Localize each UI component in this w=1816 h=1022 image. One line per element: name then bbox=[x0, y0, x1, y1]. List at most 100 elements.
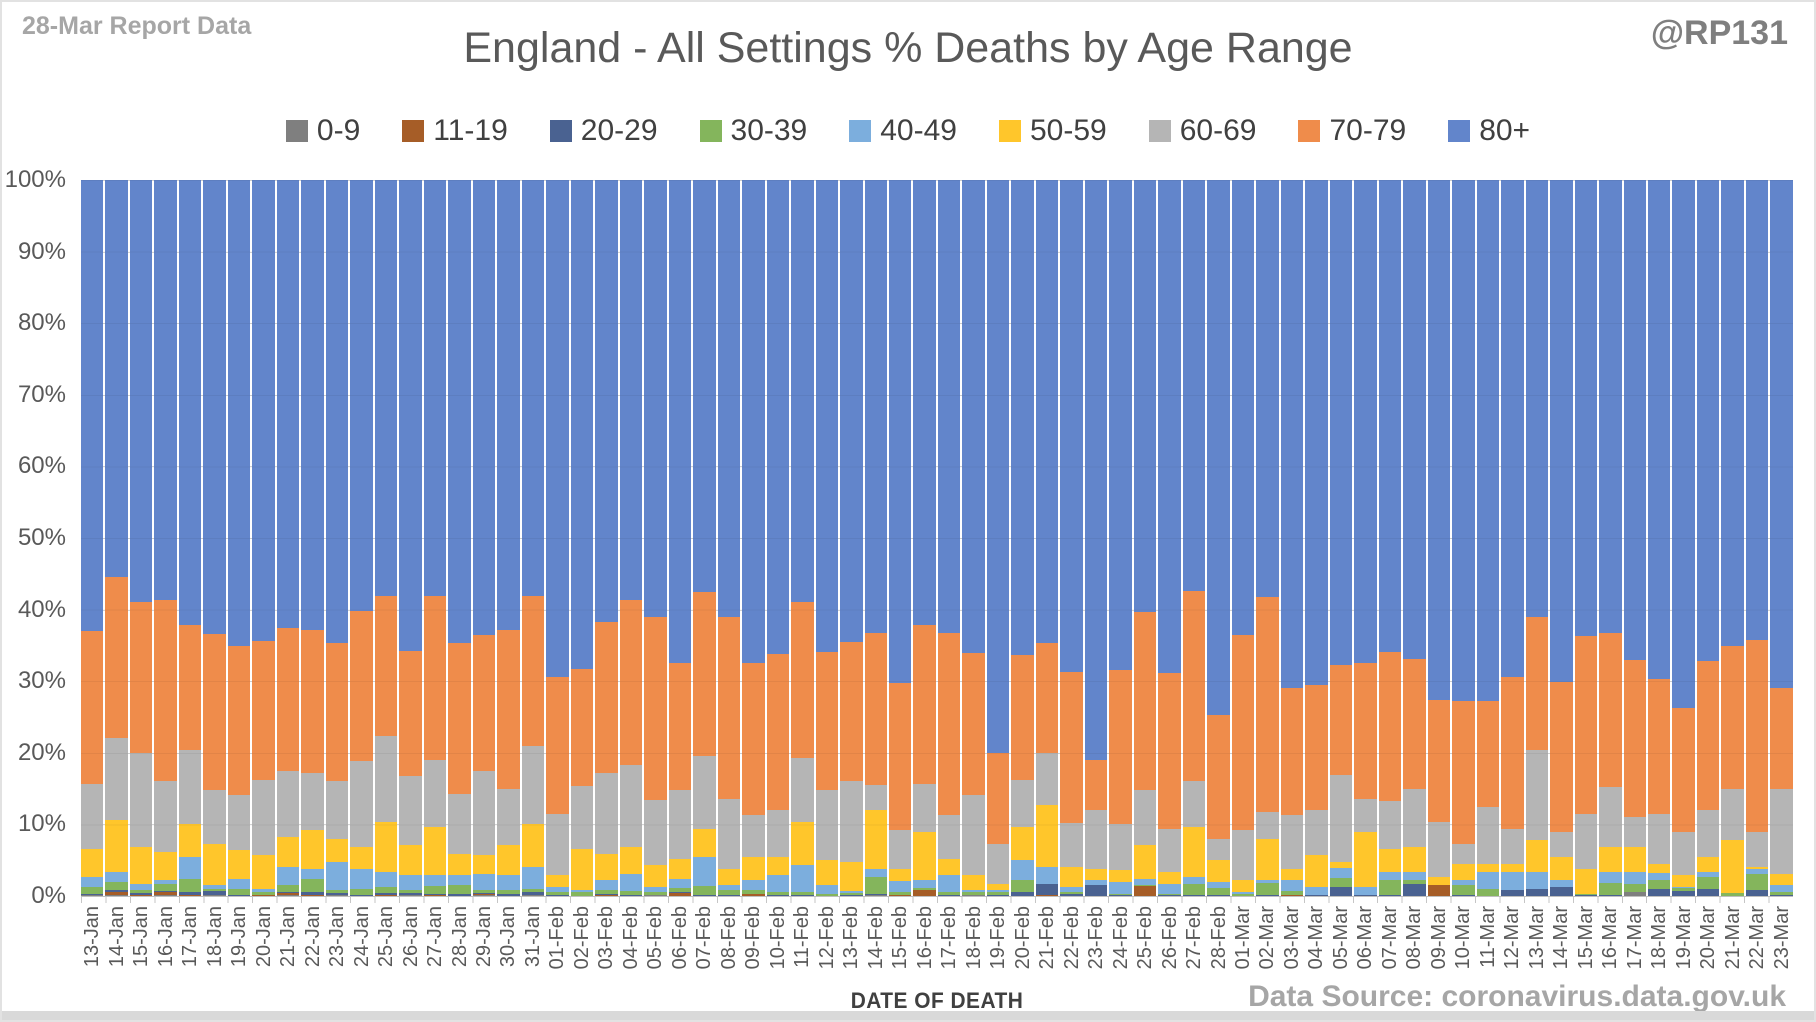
bar-segment-50-59 bbox=[227, 850, 251, 879]
legend-item-0-9: 0-9 bbox=[285, 114, 361, 148]
bar-segment-11-19 bbox=[1280, 895, 1304, 896]
bar-13-Feb bbox=[840, 180, 863, 896]
bar-segment-0-9 bbox=[276, 894, 300, 896]
bar-19-Feb bbox=[986, 180, 1010, 896]
x-tick-label-05-Feb: 05-Feb bbox=[644, 906, 666, 969]
x-tick-label-text: 15-Mar bbox=[1574, 906, 1597, 970]
bar-19-Mar bbox=[1672, 180, 1695, 896]
bar-segment-70-79 bbox=[1501, 676, 1524, 829]
bar-segment-50-59 bbox=[1109, 870, 1132, 882]
bar-segment-80+ bbox=[791, 180, 814, 603]
x-tick-label-text: 27-Jan bbox=[424, 906, 447, 968]
bar-07-Mar bbox=[1378, 180, 1402, 896]
bar-segment-40-49 bbox=[1109, 881, 1132, 894]
x-tick-label-text: 05-Mar bbox=[1329, 906, 1352, 970]
x-tick-label-09-Feb: 09-Feb bbox=[742, 906, 764, 969]
x-tick-label-text: 09-Feb bbox=[742, 906, 765, 970]
bar-segment-20-29 bbox=[864, 893, 887, 896]
x-tick-label-text: 10-Feb bbox=[766, 906, 789, 970]
bar-segment-80+ bbox=[81, 180, 104, 632]
x-tick-label-31-Jan: 31-Jan bbox=[522, 906, 544, 969]
bar-segment-20-29 bbox=[791, 894, 814, 896]
legend-label: 20-29 bbox=[580, 114, 658, 147]
bar-segment-70-79 bbox=[668, 662, 692, 791]
bar-segment-40-49 bbox=[1476, 872, 1500, 889]
bar-segment-30-39 bbox=[105, 881, 128, 891]
legend-label: 40-49 bbox=[880, 114, 957, 147]
x-tick-label-16-Mar: 16-Mar bbox=[1599, 906, 1621, 969]
bar-segment-50-59 bbox=[595, 853, 618, 880]
bar-segment-50-59 bbox=[815, 860, 839, 886]
bar-segment-30-39 bbox=[1599, 883, 1622, 895]
bar-segment-40-49 bbox=[1084, 880, 1108, 886]
bar-02-Feb bbox=[570, 180, 594, 896]
bar-segment-30-39 bbox=[399, 889, 422, 894]
bar-segment-80+ bbox=[1329, 180, 1353, 665]
bar-segment-20-29 bbox=[154, 890, 177, 892]
y-tick-label: 10% bbox=[17, 810, 66, 838]
bar-segment-80+ bbox=[1133, 180, 1157, 612]
bar-30-Jan bbox=[497, 180, 520, 896]
bar-21-Jan bbox=[276, 180, 300, 896]
bar-segment-40-49 bbox=[81, 876, 104, 888]
bar-segment-11-19 bbox=[105, 891, 128, 896]
x-tick-label-text: 30-Jan bbox=[497, 906, 520, 968]
bar-segment-20-29 bbox=[1182, 894, 1206, 896]
x-tick-label-text: 27-Feb bbox=[1183, 906, 1206, 970]
bar-segment-30-39 bbox=[203, 888, 226, 891]
bar-segment-80+ bbox=[1770, 180, 1793, 688]
bar-segment-60-69 bbox=[1207, 838, 1230, 861]
bar-segment-30-39 bbox=[521, 888, 545, 892]
bar-segment-40-49 bbox=[227, 878, 251, 889]
bar-segment-30-39 bbox=[644, 891, 667, 895]
x-tick-label-text: 14-Jan bbox=[105, 906, 128, 968]
bar-segment-60-69 bbox=[203, 790, 226, 844]
bar-12-Mar bbox=[1501, 180, 1524, 896]
bar-segment-40-49 bbox=[1158, 883, 1181, 894]
x-tick-label-text: 25-Jan bbox=[375, 906, 398, 968]
x-tick-label-22-Feb: 22-Feb bbox=[1060, 906, 1083, 969]
bar-segment-50-59 bbox=[1280, 868, 1304, 881]
x-tick-label-text: 13-Jan bbox=[81, 906, 104, 968]
bar-27-Jan bbox=[423, 180, 447, 896]
bar-10-Feb bbox=[766, 180, 790, 896]
bar-segment-60-69 bbox=[1133, 790, 1157, 846]
legend-label: 70-79 bbox=[1329, 114, 1407, 147]
x-tick-label-text: 20-Jan bbox=[252, 906, 275, 968]
plot-area bbox=[81, 180, 1793, 896]
bar-14-Jan bbox=[105, 180, 128, 896]
x-tick-label-text: 25-Feb bbox=[1134, 906, 1157, 970]
bar-segment-40-49 bbox=[1501, 871, 1524, 891]
bar-segment-50-59 bbox=[742, 856, 765, 881]
bar-segment-80+ bbox=[1550, 180, 1573, 682]
x-tick-label-20-Jan: 20-Jan bbox=[252, 906, 275, 969]
bar-segment-40-49 bbox=[1452, 879, 1475, 885]
bar-segment-60-69 bbox=[1427, 821, 1451, 877]
bar-segment-70-79 bbox=[1770, 687, 1793, 789]
bar-segment-30-39 bbox=[1574, 893, 1598, 896]
bar-segment-80+ bbox=[105, 180, 128, 577]
bar-segment-60-69 bbox=[1256, 811, 1279, 839]
bar-segment-80+ bbox=[742, 180, 765, 664]
bar-segment-40-49 bbox=[1207, 881, 1230, 889]
bar-18-Feb bbox=[962, 180, 985, 896]
bar-segment-80+ bbox=[1084, 180, 1108, 760]
bar-segment-70-79 bbox=[1158, 672, 1181, 829]
bar-segment-50-59 bbox=[1305, 855, 1328, 887]
bar-segment-50-59 bbox=[1599, 846, 1622, 873]
legend-label: 0-9 bbox=[316, 114, 361, 147]
x-tick-label-15-Mar: 15-Mar bbox=[1575, 906, 1597, 969]
bar-segment-60-69 bbox=[178, 749, 202, 824]
bar-segment-80+ bbox=[1060, 180, 1083, 672]
bar-segment-50-59 bbox=[1231, 880, 1255, 893]
x-tick-label-07-Feb: 07-Feb bbox=[693, 906, 715, 969]
bar-segment-50-59 bbox=[1354, 831, 1377, 887]
bar-segment-20-29 bbox=[595, 893, 618, 896]
bar-segment-70-79 bbox=[1182, 590, 1206, 782]
bar-segment-11-19 bbox=[301, 895, 324, 896]
legend-swatch-icon bbox=[285, 120, 308, 142]
bar-segment-50-59 bbox=[472, 855, 496, 874]
bar-segment-11-19 bbox=[252, 895, 275, 896]
bar-segment-50-59 bbox=[619, 846, 643, 874]
bar-segment-30-39 bbox=[815, 893, 839, 896]
